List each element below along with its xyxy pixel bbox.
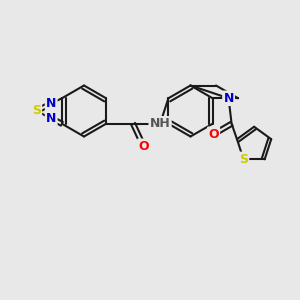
- Text: S: S: [239, 153, 248, 166]
- Text: N: N: [46, 97, 56, 110]
- Text: O: O: [208, 128, 219, 141]
- Text: NH: NH: [150, 117, 170, 130]
- Text: N: N: [224, 92, 234, 105]
- Text: N: N: [46, 112, 56, 125]
- Text: S: S: [32, 104, 41, 118]
- Text: O: O: [138, 140, 149, 153]
